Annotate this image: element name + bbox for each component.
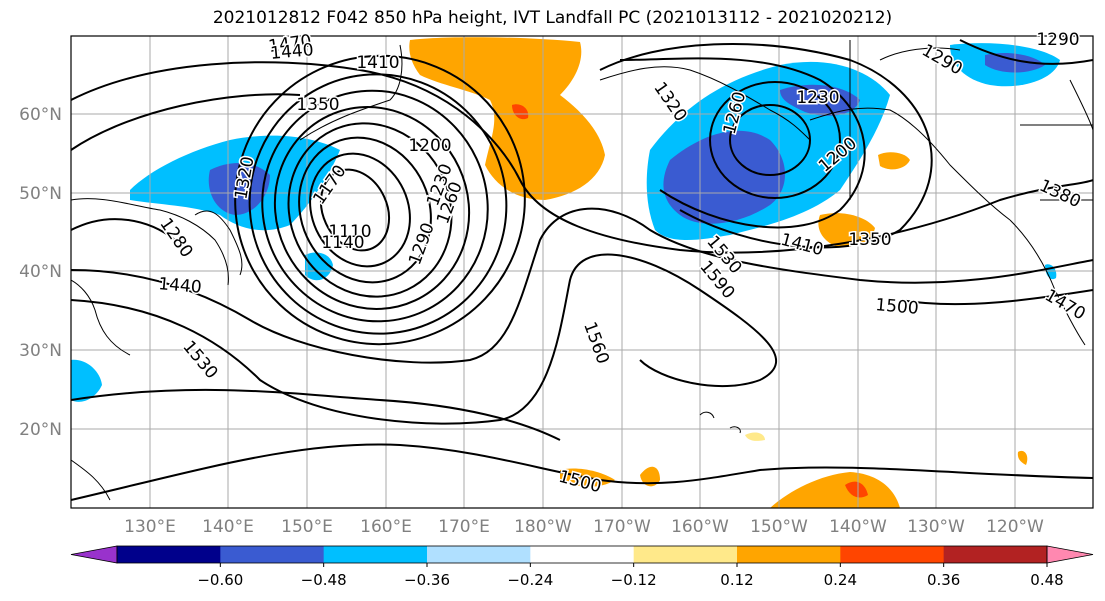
coastlines (71, 40, 1093, 501)
colorbar-swatch (633, 546, 738, 563)
contour-label: 1230 (796, 88, 839, 108)
map-frame (70, 35, 1094, 509)
colorbar-tick-label: −0.60 (197, 571, 243, 589)
colorbar-swatch (117, 546, 221, 563)
colorbar-swatch (840, 546, 945, 563)
contour-label: 1440 (270, 40, 315, 64)
contour-label: 1500 (875, 295, 920, 319)
colorbar-tick-label: 0.12 (720, 571, 753, 589)
lon-label: 160°W (671, 517, 729, 537)
colorbar-swatch (737, 546, 841, 563)
lat-label: 20°N (19, 420, 62, 440)
lon-label: 180°W (514, 517, 572, 537)
contour-label: 1140 (321, 233, 364, 253)
colorbar-swatch (220, 546, 325, 563)
lon-label: 150°W (750, 517, 808, 537)
lon-label: 150°E (281, 517, 333, 537)
lon-label: 140°W (829, 517, 887, 537)
colorbar-tick-label: 0.48 (1030, 571, 1063, 589)
lon-label: 130°E (124, 517, 176, 537)
colorbar-tick-label: −0.36 (404, 571, 450, 589)
contour-label: 1350 (296, 95, 339, 115)
lon-label: 120°W (986, 517, 1044, 537)
colorbar-tick-label: 0.24 (824, 571, 857, 589)
colorbar-swatch (323, 546, 428, 563)
colorbar: −0.60 −0.48 −0.36 −0.24 −0.12 0.12 0.24 0.36 0.4… (70, 545, 1094, 589)
colorbar-arrow-right (1046, 545, 1094, 564)
lat-label: 30°N (19, 341, 62, 361)
colorbar-arrow-left (70, 545, 118, 564)
colorbar-outline (116, 545, 1048, 564)
contour-label: 1410 (356, 53, 399, 73)
colorbar-tick-label: −0.24 (507, 571, 553, 589)
contour-label: 1290 (1036, 30, 1079, 50)
lon-label: 170°W (593, 517, 651, 537)
contour-label: 1200 (408, 136, 451, 156)
contour-label: 1440 (158, 274, 203, 298)
lon-label: 130°W (907, 517, 965, 537)
contour-label: 1350 (848, 230, 891, 250)
longitude-labels: 130°E 140°E 150°E 160°E 170°E 180°W 170°W 160°W… (124, 517, 1044, 537)
map-background (71, 36, 1093, 508)
lat-label: 60°N (19, 105, 62, 125)
lon-label: 160°E (360, 517, 412, 537)
colorbar-swatch (530, 546, 635, 563)
lon-label: 140°E (202, 517, 254, 537)
contour-label: 1110 (328, 222, 371, 242)
lat-label: 40°N (19, 262, 62, 282)
colorbar-tick-label: −0.12 (611, 571, 657, 589)
map-title: 2021012812 F042 850 hPa height, IVT Land… (212, 8, 893, 28)
colorbar-swatch (943, 546, 1048, 563)
lon-label: 170°E (438, 517, 490, 537)
colorbar-swatch (427, 546, 531, 563)
height-contours (71, 39, 1093, 501)
latitude-labels: 60°N 50°N 40°N 30°N 20°N (19, 105, 62, 440)
lat-label: 50°N (19, 184, 62, 204)
ivt-shading (71, 37, 1060, 508)
colorbar-tick-label: 0.36 (927, 571, 960, 589)
colorbar-tick-label: −0.48 (301, 571, 347, 589)
